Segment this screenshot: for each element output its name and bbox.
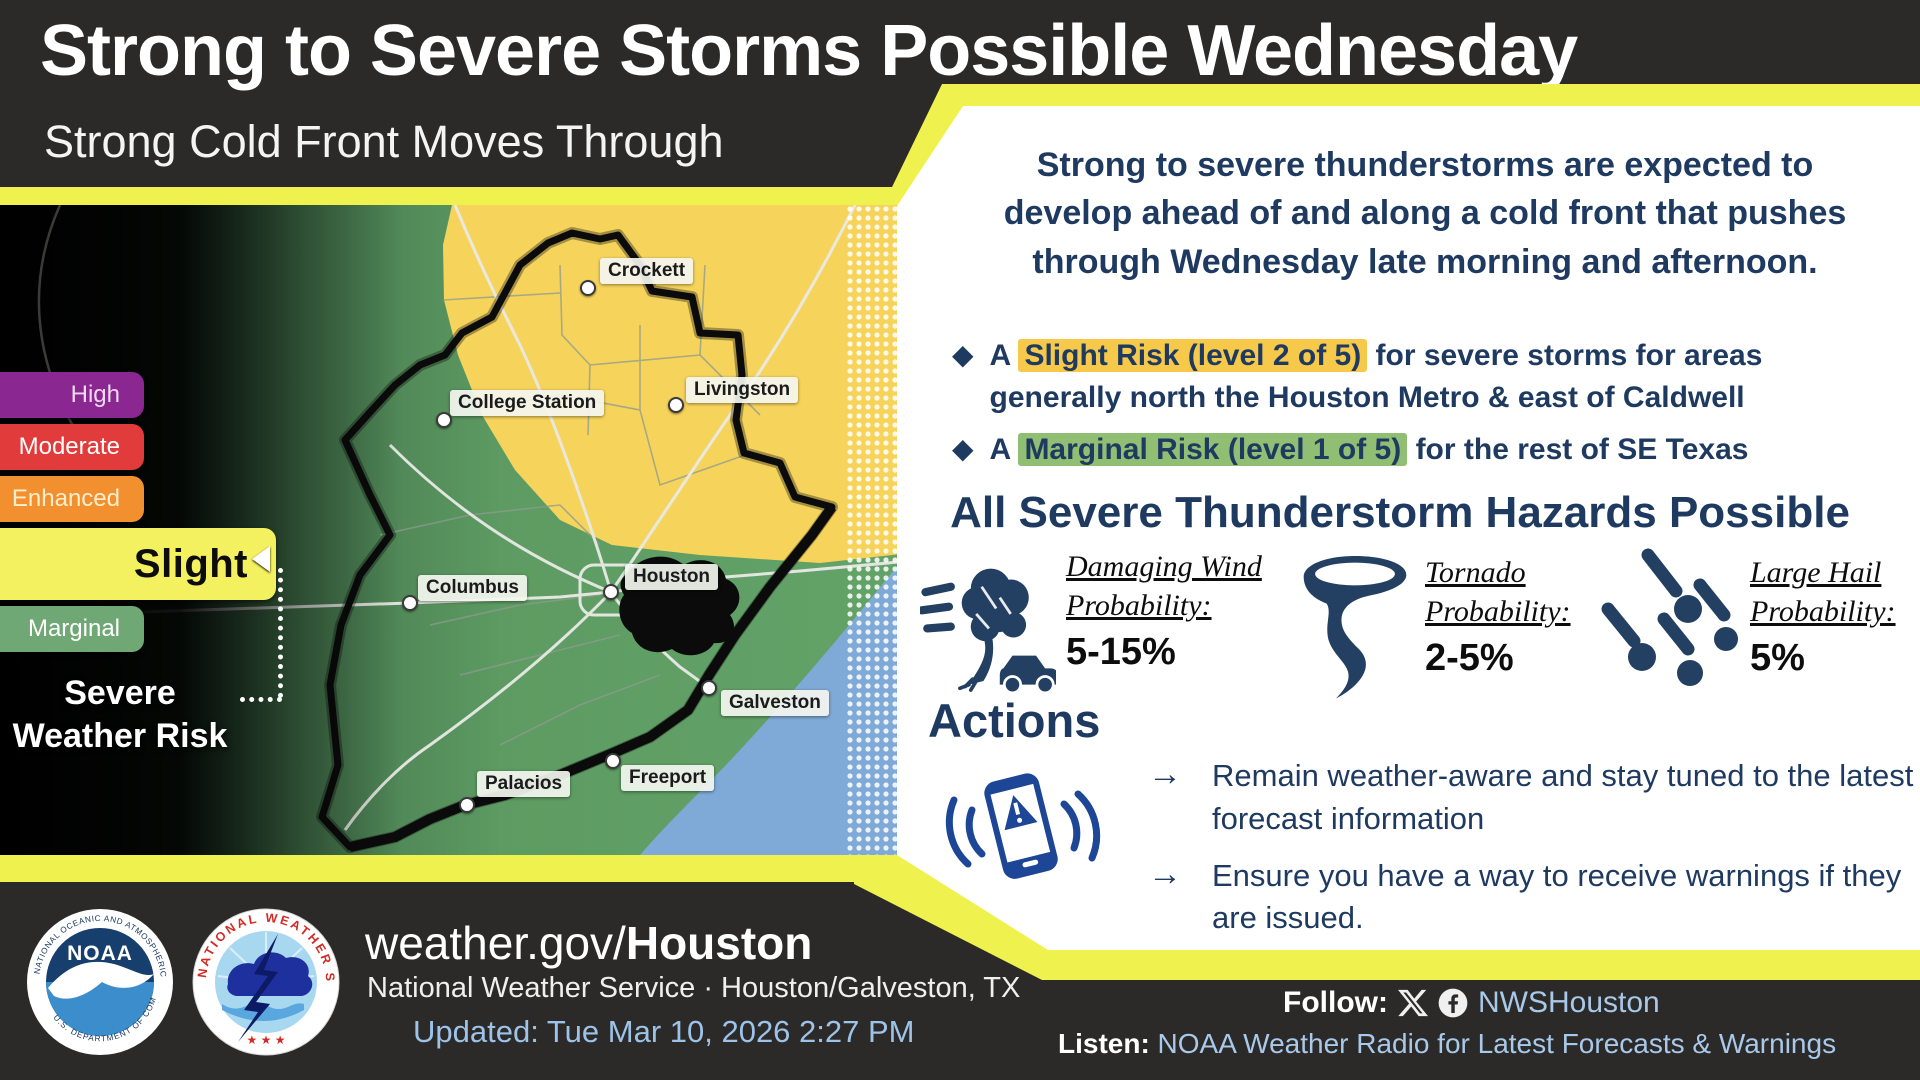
info-panel: Strong to severe thunderstorms are expec… — [897, 106, 1920, 950]
legend-title: Severe Weather Risk — [12, 674, 228, 755]
phone-alert-icon — [945, 773, 1101, 879]
risk-highlight: Slight Risk (level 2 of 5) — [1018, 339, 1368, 372]
action-item: → Ensure you have a way to receive warni… — [1148, 855, 1920, 941]
tornado-probability-label: Tornado Probability: — [1425, 556, 1571, 628]
arrow-bullet-icon: → — [1148, 755, 1182, 793]
city-label: College Station — [450, 390, 605, 416]
accent-stripe-bottom-left — [0, 853, 912, 882]
damaging-wind-icon — [920, 568, 1056, 695]
risk-highlight: Marginal Risk (level 1 of 5) — [1018, 433, 1408, 466]
risk-bullet-text: A Marginal Risk (level 1 of 5) for the r… — [989, 433, 1749, 466]
facebook-icon[interactable] — [1438, 988, 1468, 1018]
hail-icon — [1601, 548, 1738, 686]
legend-pill: High — [0, 372, 144, 418]
legend-pill: Slight — [0, 528, 276, 600]
risk-legend: High Moderate Enhanced Slight Marginal — [0, 372, 276, 658]
social-handle[interactable]: NWSHouston — [1477, 986, 1660, 1019]
risk-bullet: ◆ A Slight Risk (level 2 of 5) for sever… — [952, 335, 1872, 419]
listen-label: Listen: — [1058, 1028, 1150, 1059]
action-text: Ensure you have a way to receive warning… — [1212, 857, 1902, 936]
legend-pill-label: Enhanced — [11, 485, 120, 512]
wind-probability-block: Damaging Wind Probability: 5-15% — [1066, 547, 1306, 674]
website-url[interactable]: weather.gov/Houston — [365, 917, 813, 969]
city-label: Columbus — [418, 575, 527, 601]
action-text: Remain weather-aware and stay tuned to t… — [1212, 758, 1914, 836]
wind-probability-value: 5-15% — [1066, 631, 1176, 673]
city-label: Livingston — [686, 377, 799, 403]
tornado-probability-block: Tornado Probability: 2-5% — [1425, 553, 1630, 680]
legend-pill-label: High — [70, 381, 120, 408]
city-label: Houston — [625, 564, 719, 590]
wind-probability-label: Damaging Wind Probability: — [1066, 550, 1262, 622]
city-dot — [603, 584, 619, 600]
action-item: → Remain weather-aware and stay tuned to… — [1148, 755, 1920, 841]
x-twitter-icon[interactable] — [1397, 988, 1428, 1018]
actions-list: → Remain weather-aware and stay tuned to… — [1148, 755, 1920, 950]
city-dot — [580, 280, 596, 296]
page-subtitle: Strong Cold Front Moves Through — [44, 116, 724, 167]
map-gulf-region — [640, 550, 910, 855]
legend-pill-label: Slight — [133, 541, 248, 586]
map-slight-region — [443, 205, 910, 563]
legend-pointer-arrow-icon — [252, 546, 270, 572]
city-dot — [402, 595, 418, 611]
hail-probability-block: Large Hail Probability: 5% — [1750, 553, 1915, 680]
city-dot — [436, 412, 452, 428]
city-label: Galveston — [721, 690, 829, 716]
diamond-bullet-icon: ◆ — [952, 433, 974, 464]
risk-bullet: ◆ A Marginal Risk (level 1 of 5) for the… — [952, 429, 1872, 471]
follow-label: Follow: — [1283, 986, 1388, 1019]
legend-dotted-connector-horizontal — [240, 697, 282, 702]
hail-probability-label: Large Hail Probability: — [1750, 556, 1896, 628]
hail-probability-value: 5% — [1750, 637, 1805, 679]
city-layer: Crockett College Station Livingston Colu… — [0, 205, 910, 855]
tornado-icon — [1303, 555, 1407, 699]
svg-text:★ ★ ★: ★ ★ ★ — [247, 1033, 286, 1047]
city-label: Palacios — [477, 771, 571, 797]
intro-text: Strong to severe thunderstorms are expec… — [1003, 146, 1847, 281]
city-dot — [701, 680, 717, 696]
legend-dotted-connector-vertical — [278, 568, 283, 698]
diamond-bullet-icon: ◆ — [952, 339, 974, 370]
office-name: National Weather Service · Houston/Galve… — [367, 972, 1021, 1004]
noaa-logo: NOAA NATIONAL OCEANIC AND ATMOSPHERIC AD… — [26, 908, 173, 1055]
legend-pill-label: Marginal — [27, 615, 120, 642]
legend-pill: Enhanced — [0, 476, 144, 522]
listen-text: NOAA Weather Radio for Latest Forecasts … — [1149, 1028, 1837, 1059]
updated-timestamp: Updated: Tue Mar 10, 2026 2:27 PM — [413, 1014, 915, 1049]
risk-bullets: ◆ A Slight Risk (level 2 of 5) for sever… — [952, 335, 1872, 481]
city-label: Crockett — [600, 258, 694, 284]
arrow-bullet-icon: → — [1148, 854, 1182, 893]
risk-bullet-text: A Slight Risk (level 2 of 5) for severe … — [989, 339, 1763, 414]
legend-pill-label: Moderate — [18, 433, 120, 460]
page-title: Strong to Severe Storms Possible Wednesd… — [40, 11, 1578, 91]
city-dot — [605, 753, 621, 769]
legend-pill: Moderate — [0, 424, 144, 470]
city-dot — [668, 397, 684, 413]
legend-pill: Marginal — [0, 606, 144, 652]
svg-text:NOAA: NOAA — [67, 942, 133, 965]
city-dot — [459, 797, 475, 813]
listen-row: Listen: NOAA Weather Radio for Latest Fo… — [1058, 1028, 1836, 1060]
city-label: Freeport — [621, 765, 715, 791]
tornado-probability-value: 2-5% — [1425, 637, 1514, 679]
nws-logo: NATIONAL WEATHER SERVICE ★ ★ ★ — [192, 908, 340, 1056]
hazards-title: All Severe Thunderstorm Hazards Possible — [950, 488, 1850, 537]
actions-title: Actions — [928, 694, 1101, 747]
social-follow-row: Follow: NWSHouston — [1283, 986, 1660, 1020]
